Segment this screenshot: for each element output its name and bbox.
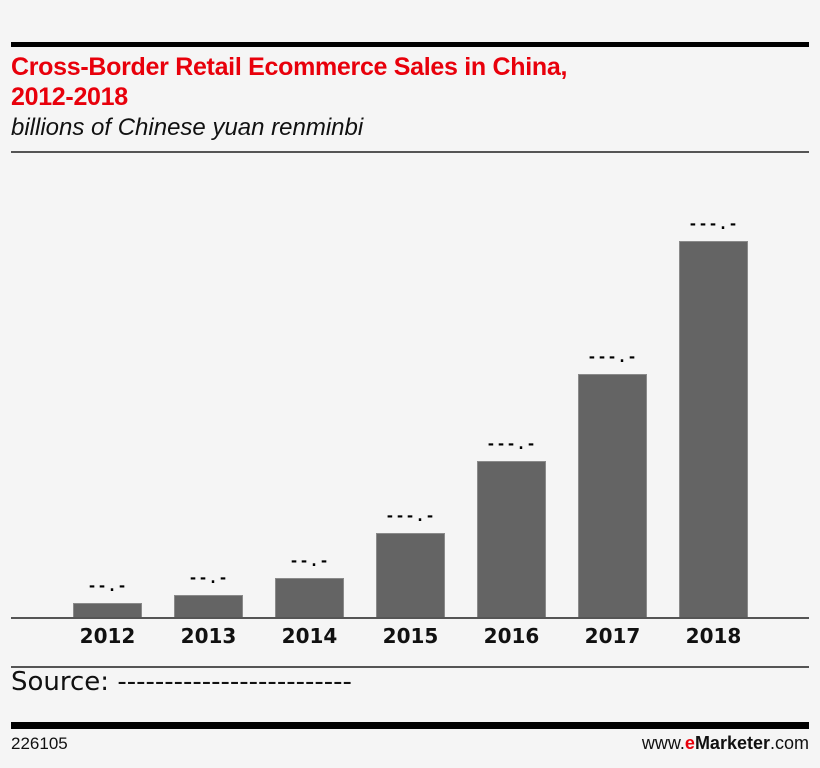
chart-subtitle: billions of Chinese yuan renminbi bbox=[11, 114, 364, 141]
x-axis-tick-label: 2015 bbox=[382, 624, 439, 648]
x-axis-tick-label: 2018 bbox=[685, 624, 742, 648]
x-axis-tick-label: 2016 bbox=[483, 624, 540, 648]
chart-title: Cross-Border Retail Ecommerce Sales in C… bbox=[11, 52, 811, 112]
title-line-2: 2012-2018 bbox=[11, 83, 128, 111]
brand-prefix: www. bbox=[641, 733, 685, 753]
bar-2012 bbox=[73, 603, 142, 618]
brand-e: e bbox=[684, 733, 695, 753]
chart-id: 226105 bbox=[11, 734, 68, 753]
bar-value-label: ---.- bbox=[688, 215, 739, 233]
bar-2013 bbox=[174, 595, 243, 618]
subtitle-rule bbox=[11, 151, 809, 153]
brand-name: Marketer bbox=[694, 733, 770, 753]
bar-2018 bbox=[679, 241, 748, 618]
x-axis-tick-label: 2014 bbox=[281, 624, 338, 648]
source-rule bbox=[11, 666, 809, 668]
title-line-1: Cross-Border Retail Ecommerce Sales in C… bbox=[11, 53, 568, 81]
bar-value-label: --.- bbox=[87, 577, 128, 595]
x-axis-tick-label: 2012 bbox=[79, 624, 136, 648]
bar-value-label: ---.- bbox=[486, 435, 537, 453]
footer-rule bbox=[11, 722, 809, 729]
bar-2014 bbox=[275, 578, 344, 618]
bar-2015 bbox=[376, 533, 445, 618]
x-axis-tick-label: 2017 bbox=[584, 624, 641, 648]
bar-value-label: ---.- bbox=[385, 507, 436, 525]
bar-2016 bbox=[477, 461, 546, 618]
bar-value-label: ---.- bbox=[587, 348, 638, 366]
x-axis-baseline bbox=[11, 617, 809, 619]
top-rule bbox=[11, 42, 809, 47]
bar-value-label: --.- bbox=[289, 552, 330, 570]
x-axis-tick-label: 2013 bbox=[180, 624, 237, 648]
bar-value-label: --.- bbox=[188, 569, 229, 587]
bar-2017 bbox=[578, 374, 647, 618]
brand-suffix: .com bbox=[769, 733, 809, 753]
source-note: Source: ------------------------- bbox=[11, 667, 352, 697]
brand-link[interactable]: www.eMarketer.com bbox=[642, 733, 809, 754]
